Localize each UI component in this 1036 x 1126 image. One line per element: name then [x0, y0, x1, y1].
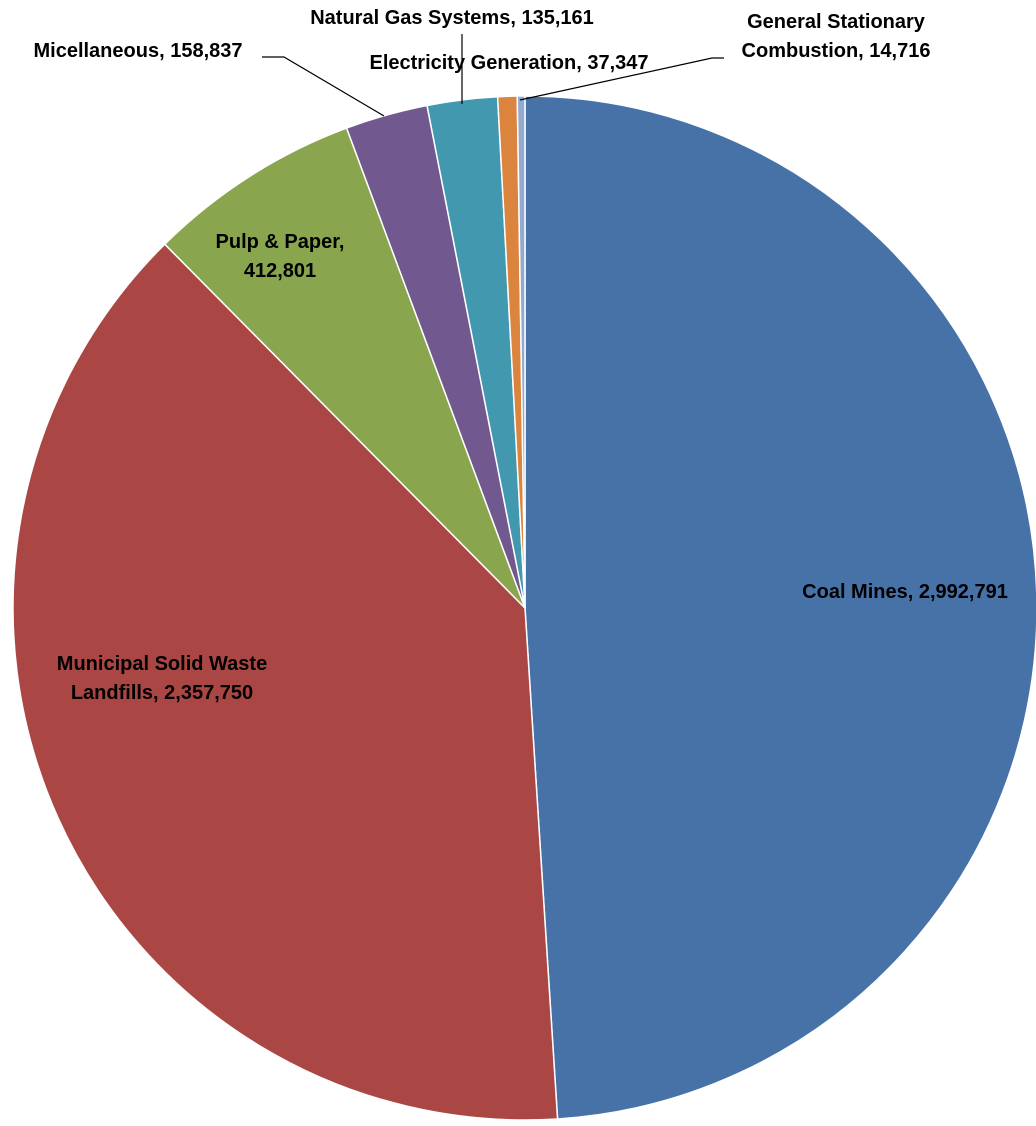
data-label-line: Municipal Solid Waste [57, 653, 267, 675]
data-labels-layer: Coal Mines, 2,992,791 Municipal Solid Was… [33, 7, 1007, 704]
data-label-micellaneous: Micellaneous, 158,837 [33, 40, 242, 62]
data-label-line: Landfills, 2,357,750 [71, 682, 253, 704]
data-label-municipal-solid-waste-landfills: Municipal Solid Waste Landfills, 2,357,75… [57, 653, 267, 704]
data-label-line: Coal Mines, 2,992,791 [802, 581, 1008, 603]
slices-layer [12, 95, 1036, 1121]
pie-slice-municipal-solid-waste-landfills [12, 243, 559, 1121]
data-label-line: 412,801 [244, 260, 316, 282]
pie-slice-pulp-and-paper [163, 127, 526, 609]
data-label-line: Natural Gas Systems, 135,161 [310, 7, 594, 29]
data-label-natural-gas-systems: Natural Gas Systems, 135,161 [310, 7, 594, 29]
pie-slice-general-stationary-combustion [516, 95, 526, 609]
data-label-line: Pulp & Paper, [216, 231, 345, 253]
data-label-line: Micellaneous, 158,837 [33, 40, 242, 62]
data-label-line: General Stationary [747, 11, 926, 33]
leader-lines-layer [262, 34, 724, 117]
data-label-coal-mines: Coal Mines, 2,992,791 [802, 581, 1008, 603]
data-label-electricity-generation: Electricity Generation, 37,347 [369, 52, 648, 74]
data-label-line: Electricity Generation, 37,347 [369, 52, 648, 74]
data-label-general-stationary-combustion: General Stationary Combustion, 14,716 [742, 11, 931, 62]
leader-line-micellaneous [262, 56, 385, 117]
pie-slice-coal-mines [524, 95, 1036, 1120]
leader-line-general-stationary-combustion [519, 57, 724, 101]
data-label-pulp-and-paper: Pulp & Paper, 412,801 [216, 231, 345, 282]
data-label-line: Combustion, 14,716 [742, 40, 931, 62]
